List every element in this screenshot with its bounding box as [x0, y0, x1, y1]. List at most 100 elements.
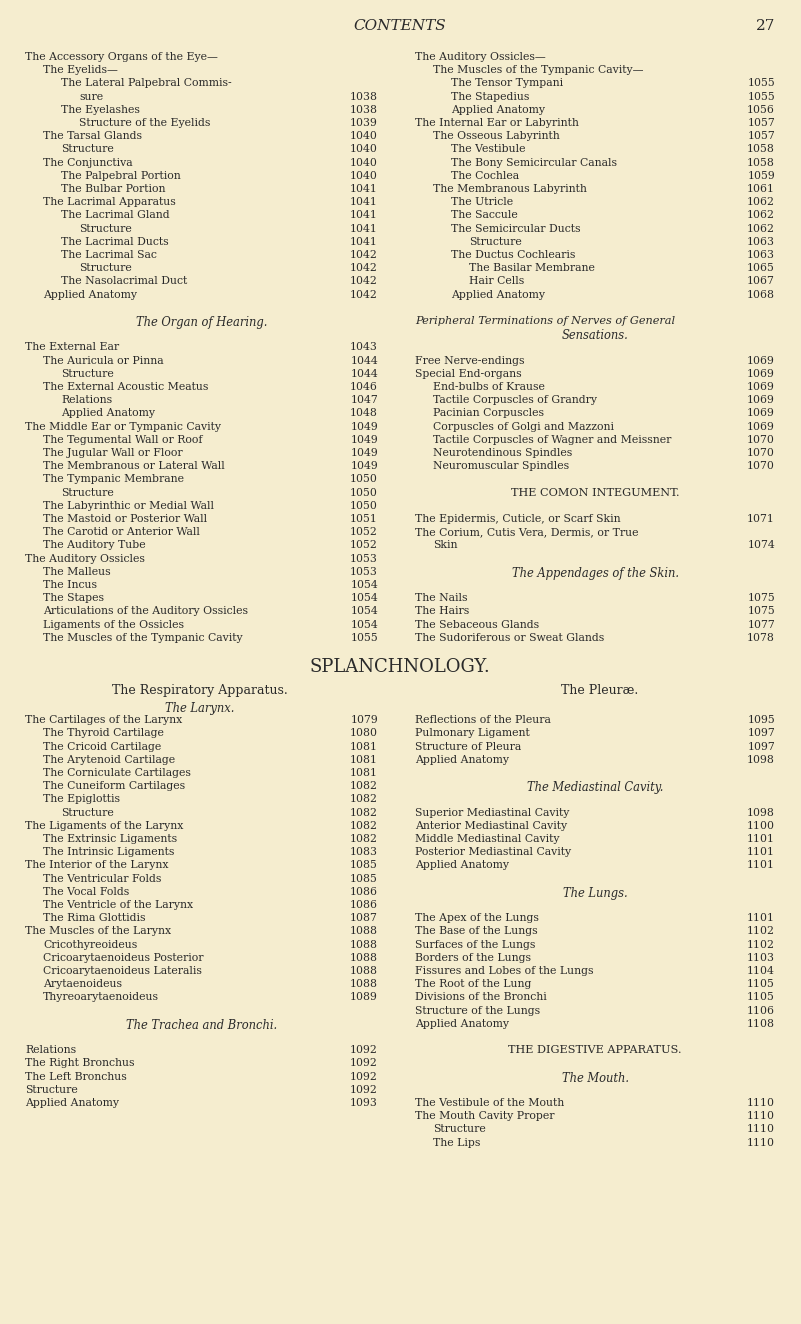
- Text: The Appendages of the Skin.: The Appendages of the Skin.: [512, 567, 678, 580]
- Text: Sensations.: Sensations.: [562, 330, 628, 342]
- Text: 1088: 1088: [350, 967, 378, 976]
- Text: Structure: Structure: [433, 1124, 485, 1135]
- Text: 1078: 1078: [747, 633, 775, 642]
- Text: Cricoarytaenoideus Lateralis: Cricoarytaenoideus Lateralis: [43, 967, 202, 976]
- Text: Divisions of the Bronchi: Divisions of the Bronchi: [415, 993, 547, 1002]
- Text: 1092: 1092: [350, 1084, 378, 1095]
- Text: The Rima Glottidis: The Rima Glottidis: [43, 914, 146, 923]
- Text: The Eyelashes: The Eyelashes: [61, 105, 140, 115]
- Text: The External Acoustic Meatus: The External Acoustic Meatus: [43, 383, 208, 392]
- Text: 1042: 1042: [350, 277, 378, 286]
- Text: Tactile Corpuscles of Grandry: Tactile Corpuscles of Grandry: [433, 395, 597, 405]
- Text: The Auditory Tube: The Auditory Tube: [43, 540, 146, 551]
- Text: The Basilar Membrane: The Basilar Membrane: [469, 263, 595, 273]
- Text: The Auricula or Pinna: The Auricula or Pinna: [43, 356, 163, 365]
- Text: 1040: 1040: [350, 144, 378, 155]
- Text: 1038: 1038: [350, 91, 378, 102]
- Text: 1041: 1041: [350, 237, 378, 246]
- Text: 1097: 1097: [747, 728, 775, 739]
- Text: CONTENTS: CONTENTS: [353, 19, 446, 33]
- Text: The Membranous Labyrinth: The Membranous Labyrinth: [433, 184, 587, 195]
- Text: 1050: 1050: [350, 500, 378, 511]
- Text: The Muscles of the Tympanic Cavity—: The Muscles of the Tympanic Cavity—: [433, 65, 643, 75]
- Text: Peripheral Terminations of Nerves of General: Peripheral Terminations of Nerves of Gen…: [415, 316, 675, 326]
- Text: SPLANCHNOLOGY.: SPLANCHNOLOGY.: [310, 658, 490, 677]
- Text: Tactile Corpuscles of Wagner and Meissner: Tactile Corpuscles of Wagner and Meissne…: [433, 434, 671, 445]
- Text: 1092: 1092: [350, 1071, 378, 1082]
- Text: The Malleus: The Malleus: [43, 567, 111, 577]
- Text: The Vocal Folds: The Vocal Folds: [43, 887, 129, 896]
- Text: 1041: 1041: [350, 224, 378, 233]
- Text: The Jugular Wall or Floor: The Jugular Wall or Floor: [43, 448, 183, 458]
- Text: 1110: 1110: [747, 1124, 775, 1135]
- Text: Free Nerve-endings: Free Nerve-endings: [415, 356, 525, 365]
- Text: 1049: 1049: [350, 434, 378, 445]
- Text: 1040: 1040: [350, 158, 378, 168]
- Text: The Mediastinal Cavity.: The Mediastinal Cavity.: [527, 781, 663, 794]
- Text: Cricothyreoideus: Cricothyreoideus: [43, 940, 137, 949]
- Text: 1081: 1081: [350, 741, 378, 752]
- Text: 1059: 1059: [747, 171, 775, 181]
- Text: Thyreoarytaenoideus: Thyreoarytaenoideus: [43, 993, 159, 1002]
- Text: 1055: 1055: [747, 91, 775, 102]
- Text: The Trachea and Bronchi.: The Trachea and Bronchi.: [126, 1018, 277, 1031]
- Text: Superior Mediastinal Cavity: Superior Mediastinal Cavity: [415, 808, 570, 818]
- Text: The Sebaceous Glands: The Sebaceous Glands: [415, 620, 539, 630]
- Text: Middle Mediastinal Cavity: Middle Mediastinal Cavity: [415, 834, 560, 843]
- Text: Surfaces of the Lungs: Surfaces of the Lungs: [415, 940, 535, 949]
- Text: 1104: 1104: [747, 967, 775, 976]
- Text: The Muscles of the Tympanic Cavity: The Muscles of the Tympanic Cavity: [43, 633, 243, 642]
- Text: Reflections of the Pleura: Reflections of the Pleura: [415, 715, 551, 726]
- Text: 1041: 1041: [350, 211, 378, 220]
- Text: 1100: 1100: [747, 821, 775, 830]
- Text: Applied Anatomy: Applied Anatomy: [25, 1098, 119, 1108]
- Text: 1082: 1082: [350, 834, 378, 843]
- Text: 1092: 1092: [350, 1058, 378, 1068]
- Text: 1046: 1046: [350, 383, 378, 392]
- Text: The Eyelids—: The Eyelids—: [43, 65, 118, 75]
- Text: 1101: 1101: [747, 847, 775, 857]
- Text: Structure: Structure: [61, 369, 114, 379]
- Text: 1102: 1102: [747, 927, 775, 936]
- Text: The Lacrimal Ducts: The Lacrimal Ducts: [61, 237, 169, 246]
- Text: 1040: 1040: [350, 171, 378, 181]
- Text: End-bulbs of Krause: End-bulbs of Krause: [433, 383, 545, 392]
- Text: Structure: Structure: [25, 1084, 78, 1095]
- Text: Anterior Mediastinal Cavity: Anterior Mediastinal Cavity: [415, 821, 567, 830]
- Text: 27: 27: [755, 19, 775, 33]
- Text: 1058: 1058: [747, 158, 775, 168]
- Text: 1070: 1070: [747, 434, 775, 445]
- Text: 1082: 1082: [350, 821, 378, 830]
- Text: 1074: 1074: [747, 540, 775, 551]
- Text: The Stapedius: The Stapedius: [451, 91, 529, 102]
- Text: 1069: 1069: [747, 395, 775, 405]
- Text: 1054: 1054: [350, 620, 378, 630]
- Text: 1098: 1098: [747, 808, 775, 818]
- Text: 1055: 1055: [350, 633, 378, 642]
- Text: 1062: 1062: [747, 197, 775, 207]
- Text: The Ductus Cochlearis: The Ductus Cochlearis: [451, 250, 575, 260]
- Text: The Sudoriferous or Sweat Glands: The Sudoriferous or Sweat Glands: [415, 633, 604, 642]
- Text: 1043: 1043: [350, 343, 378, 352]
- Text: 1069: 1069: [747, 383, 775, 392]
- Text: 1065: 1065: [747, 263, 775, 273]
- Text: 1108: 1108: [747, 1018, 775, 1029]
- Text: Ligaments of the Ossicles: Ligaments of the Ossicles: [43, 620, 184, 630]
- Text: 1052: 1052: [350, 527, 378, 538]
- Text: 1053: 1053: [350, 567, 378, 577]
- Text: The Bulbar Portion: The Bulbar Portion: [61, 184, 166, 195]
- Text: Applied Anatomy: Applied Anatomy: [451, 290, 545, 299]
- Text: 1080: 1080: [350, 728, 378, 739]
- Text: 1089: 1089: [350, 993, 378, 1002]
- Text: 1070: 1070: [747, 448, 775, 458]
- Text: 1105: 1105: [747, 993, 775, 1002]
- Text: The Muscles of the Larynx: The Muscles of the Larynx: [25, 927, 171, 936]
- Text: Structure: Structure: [61, 144, 114, 155]
- Text: The Membranous or Lateral Wall: The Membranous or Lateral Wall: [43, 461, 225, 471]
- Text: 1086: 1086: [350, 887, 378, 896]
- Text: 1083: 1083: [350, 847, 378, 857]
- Text: 1110: 1110: [747, 1137, 775, 1148]
- Text: 1055: 1055: [747, 78, 775, 89]
- Text: 1063: 1063: [747, 250, 775, 260]
- Text: The Tarsal Glands: The Tarsal Glands: [43, 131, 142, 142]
